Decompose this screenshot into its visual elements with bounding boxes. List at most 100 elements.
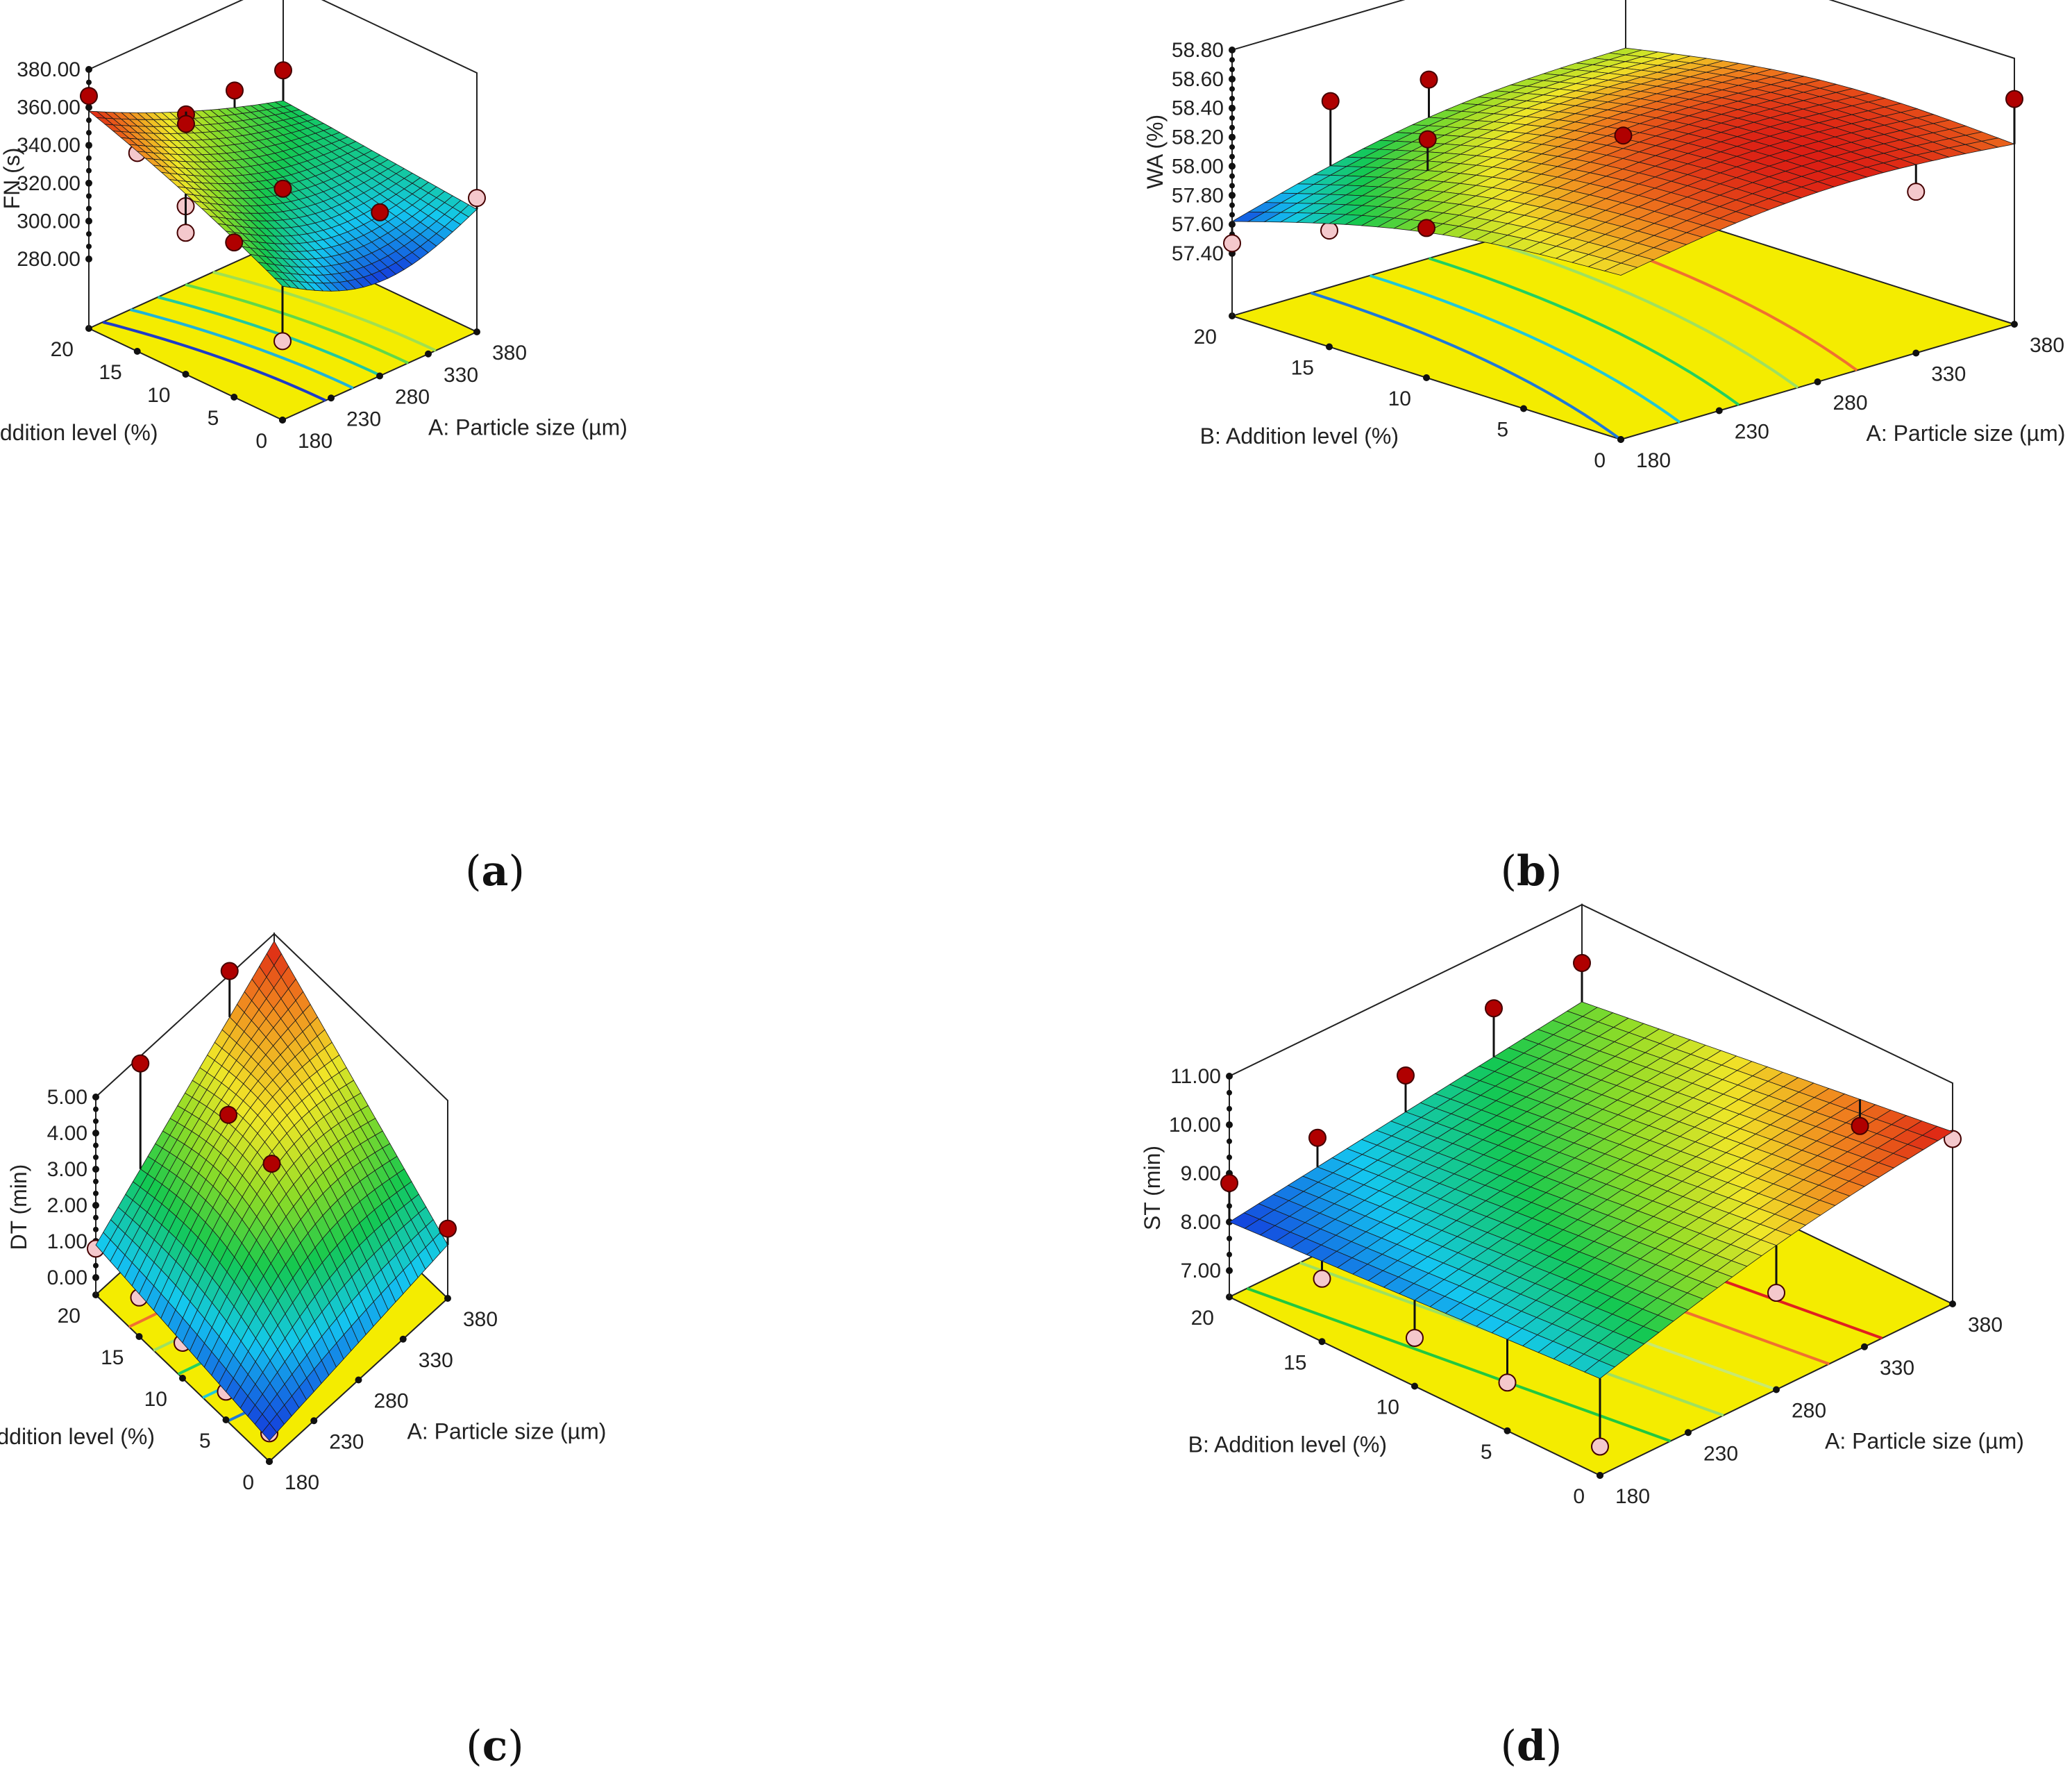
y-tick-label: 5 [1497,419,1508,442]
y-tick-label: 10 [144,1388,167,1411]
y-tick-label: 10 [1376,1396,1399,1419]
z-minor-tick [1227,1235,1232,1241]
z-minor-tick [86,167,92,174]
y-tick-mark [1617,436,1624,443]
design-point [273,179,292,198]
y-tick-label: 0 [1573,1485,1585,1508]
z-tick-mark [85,142,92,149]
z-tick-mark [92,1166,99,1173]
design-point [1767,1284,1785,1302]
x-tick-label: 380 [1968,1314,2003,1337]
z-tick-label: 10.00 [1169,1114,1221,1137]
z-tick-mark [1226,1073,1233,1080]
y-tick-label: 10 [1388,387,1411,410]
z-tick-label: 11.00 [1170,1065,1221,1088]
design-point [468,189,486,208]
design-point [1485,999,1503,1018]
design-point [1591,1437,1609,1456]
z-minor-tick [86,117,92,124]
y-tick-label: 10 [147,384,170,407]
z-minor-tick [1229,95,1235,101]
z-minor-tick [93,1214,99,1221]
z-tick-mark [1229,47,1236,53]
z-minor-tick [93,1142,99,1148]
z-tick-label: 5.00 [47,1086,87,1109]
z-minor-tick [1229,86,1235,92]
z-minor-tick [93,1226,99,1232]
x-tick-label: 180 [298,430,332,453]
z-minor-tick [86,79,92,85]
response-surface [1231,47,2016,276]
y-tick-mark [182,371,189,378]
response-surface [95,940,448,1441]
x-tick-label: 380 [463,1308,498,1331]
z-minor-tick [86,130,92,136]
design-point [1321,92,1340,110]
x-tick-label: 380 [492,342,527,365]
x-tick-label: 230 [329,1430,364,1453]
x-tick-label: 380 [2030,334,2064,357]
response-surface [1229,1001,1953,1379]
design-point [225,233,244,252]
z-minor-tick [93,1262,99,1268]
z-tick-mark [85,179,92,187]
x-tick-mark [1861,1343,1868,1350]
z-tick-label: 340.00 [17,134,81,157]
z-tick-label: 58.60 [1172,68,1224,91]
y-axis-title: B: Addition level (%) [1188,1432,1387,1457]
design-point [1308,1128,1326,1147]
y-tick-mark [1597,1472,1603,1479]
z-tick-label: 2.00 [47,1194,87,1217]
design-point [274,61,292,80]
z-tick-label: 4.00 [47,1122,87,1145]
y-tick-label: 5 [208,407,219,430]
z-axis-title: DT (min) [6,1164,31,1250]
x-tick-label: 230 [1735,421,1769,444]
design-point [80,87,98,106]
z-minor-tick [86,206,92,212]
surface-plot-st: 180 230 280 330 380 0 5 10 15 20 7.00 8.00 9.00 10.00… [1140,903,2024,1508]
y-tick-mark [266,1458,273,1465]
z-tick-mark [1226,1121,1233,1128]
design-point [131,1054,150,1073]
contour-line [212,270,437,352]
x-tick-label: 280 [395,386,430,409]
z-minor-tick [1229,67,1235,73]
design-point [1944,1130,1962,1148]
caption-a: (a) [465,847,525,896]
design-point [226,81,244,100]
design-point [1907,183,1926,201]
x-tick-mark [473,328,480,335]
z-minor-tick [1227,1089,1232,1096]
z-tick-mark [1229,162,1236,170]
z-tick-mark [85,217,92,225]
x-tick-label: 280 [1833,392,1868,414]
z-tick-label: 58.80 [1172,39,1224,62]
y-tick-label: 20 [58,1305,81,1328]
z-tick-mark [1226,1267,1233,1274]
y-tick-label: 0 [1594,449,1606,472]
z-tick-mark [92,1274,99,1281]
y-tick-label: 20 [1194,326,1217,349]
z-tick-label: 57.80 [1172,184,1224,207]
x-tick-mark [399,1335,407,1343]
z-tick-label: 1.00 [47,1230,87,1253]
z-minor-tick [1229,144,1235,150]
z-minor-tick [1229,173,1235,179]
y-tick-mark [135,1333,143,1340]
x-tick-mark [1715,407,1723,414]
contour-line [102,320,326,402]
z-minor-tick [86,193,92,199]
contour-line [157,295,382,377]
z-tick-label: 8.00 [1181,1211,1221,1234]
y-tick-mark [1326,343,1333,351]
y-tick-label: 5 [199,1430,211,1452]
z-minor-tick [1227,1251,1232,1257]
y-tick-label: 15 [101,1346,124,1369]
z-minor-tick [1227,1154,1232,1160]
surface-plot-wa: 180 230 280 330 380 0 5 10 15 20 57.40 57.60 57.80 58… [1143,0,2065,472]
z-tick-label: 3.00 [47,1158,87,1181]
z-minor-tick [86,243,92,249]
axes: 180 230 280 330 380 0 5 10 15 20 0.00 1.00 2.00 3.00 4… [47,1086,498,1494]
design-point [176,224,195,242]
